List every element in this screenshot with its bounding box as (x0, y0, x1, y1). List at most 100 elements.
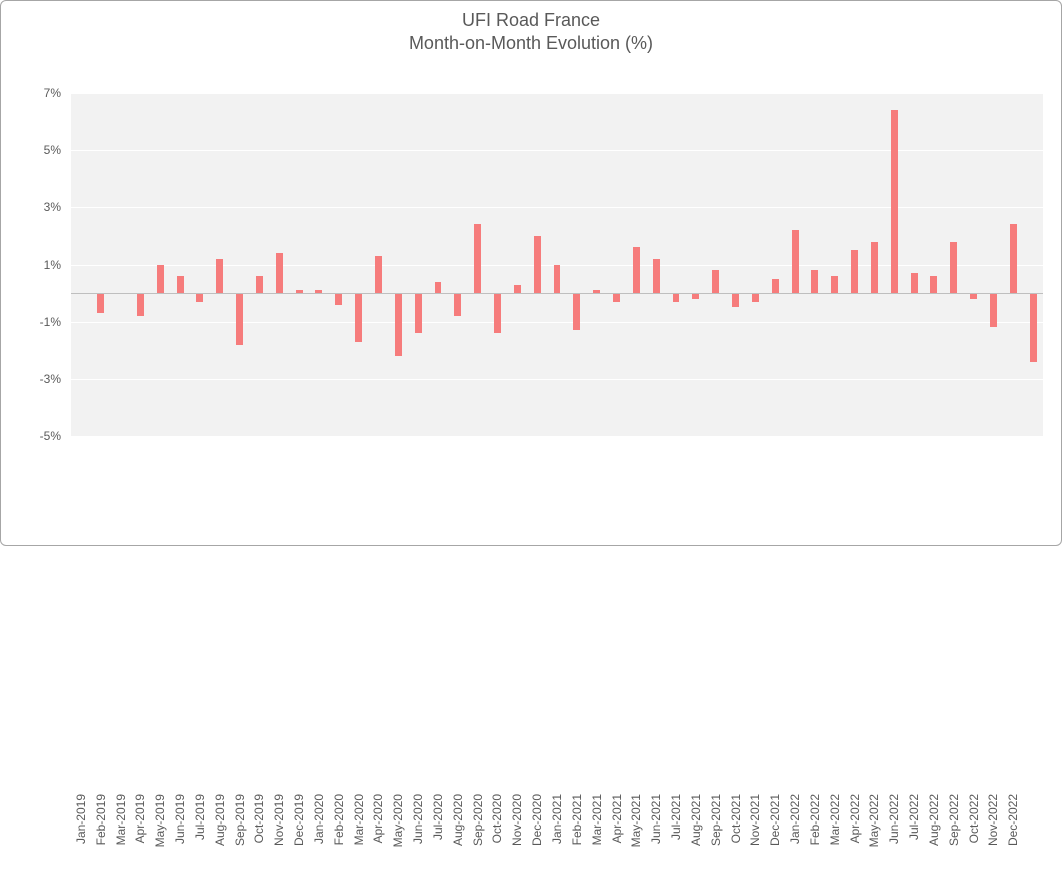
x-tick-label: Jun-2019 (173, 794, 187, 876)
x-tick-label: Oct-2020 (490, 794, 504, 876)
y-tick-label: 5% (44, 143, 71, 157)
x-tick-label: Feb-2020 (332, 794, 346, 876)
bar (772, 279, 779, 293)
x-tick-label: Aug-2020 (451, 794, 465, 876)
x-tick-label: Feb-2021 (570, 794, 584, 876)
bar (534, 236, 541, 293)
bar (732, 293, 739, 307)
y-tick-label: 7% (44, 86, 71, 100)
x-tick-label: Dec-2019 (292, 794, 306, 876)
x-tick-label: Feb-2019 (94, 794, 108, 876)
x-tick-label: Dec-2022 (1006, 794, 1020, 876)
x-tick-label: Aug-2019 (213, 794, 227, 876)
bar (811, 270, 818, 293)
x-tick-label: Jul-2021 (669, 794, 683, 876)
x-tick-label: Sep-2020 (471, 794, 485, 876)
zero-baseline (71, 293, 1043, 294)
bar (1030, 293, 1037, 362)
y-tick-label: -5% (40, 429, 71, 443)
x-tick-label: Aug-2022 (927, 794, 941, 876)
plot-area: -5%-3%-1%1%3%5%7% Jan-2019Feb-2019Mar-20… (71, 93, 1043, 436)
bar (792, 230, 799, 293)
bar (137, 293, 144, 316)
bar (950, 242, 957, 293)
bar (514, 285, 521, 294)
x-tick-label: Dec-2021 (768, 794, 782, 876)
bar (474, 224, 481, 293)
x-tick-label: Nov-2019 (272, 794, 286, 876)
x-tick-label: Apr-2022 (848, 794, 862, 876)
bar (831, 276, 838, 293)
x-tick-label: Nov-2022 (986, 794, 1000, 876)
x-tick-label: Apr-2020 (371, 794, 385, 876)
bar (752, 293, 759, 302)
y-tick-label: -3% (40, 372, 71, 386)
bar (157, 265, 164, 294)
x-tick-label: Sep-2021 (709, 794, 723, 876)
bar (236, 293, 243, 344)
bar (494, 293, 501, 333)
x-tick-label: Mar-2021 (590, 794, 604, 876)
x-tick-label: Sep-2022 (947, 794, 961, 876)
x-tick-label: May-2019 (153, 794, 167, 876)
x-tick-label: Mar-2019 (114, 794, 128, 876)
x-tick-label: Mar-2020 (352, 794, 366, 876)
x-tick-label: Nov-2021 (748, 794, 762, 876)
bar (256, 276, 263, 293)
x-tick-label: Sep-2019 (233, 794, 247, 876)
bar (930, 276, 937, 293)
bar (196, 293, 203, 302)
bar (891, 110, 898, 293)
x-tick-label: Apr-2021 (610, 794, 624, 876)
bar (177, 276, 184, 293)
bar (276, 253, 283, 293)
bar (673, 293, 680, 302)
bar (216, 259, 223, 293)
x-tick-label: Oct-2022 (967, 794, 981, 876)
x-tick-label: Jul-2020 (431, 794, 445, 876)
bar (415, 293, 422, 333)
x-tick-label: Feb-2022 (808, 794, 822, 876)
bars (71, 93, 1043, 436)
bar (435, 282, 442, 293)
bar (395, 293, 402, 356)
bar (613, 293, 620, 302)
bar (653, 259, 660, 293)
chart-frame: UFI Road France Month-on-Month Evolution… (0, 0, 1062, 546)
x-tick-label: Jan-2021 (550, 794, 564, 876)
bar (573, 293, 580, 330)
x-tick-label: Jan-2022 (788, 794, 802, 876)
x-tick-label: Jun-2021 (649, 794, 663, 876)
x-tick-label: Jan-2019 (74, 794, 88, 876)
x-tick-label: May-2022 (867, 794, 881, 876)
bar (1010, 224, 1017, 293)
bar (871, 242, 878, 293)
x-tick-label: Apr-2019 (133, 794, 147, 876)
bar (911, 273, 918, 293)
x-tick-label: Aug-2021 (689, 794, 703, 876)
x-tick-label: Jan-2020 (312, 794, 326, 876)
bar (851, 250, 858, 293)
chart-title-line-2: Month-on-Month Evolution (%) (1, 32, 1061, 55)
bar (335, 293, 342, 304)
x-tick-label: Oct-2019 (252, 794, 266, 876)
x-tick-label: Jun-2022 (887, 794, 901, 876)
x-tick-label: Jul-2022 (907, 794, 921, 876)
x-tick-label: Nov-2020 (510, 794, 524, 876)
x-tick-label: Jun-2020 (411, 794, 425, 876)
chart-title-line-1: UFI Road France (1, 9, 1061, 32)
bar (990, 293, 997, 327)
x-tick-label: May-2021 (629, 794, 643, 876)
x-tick-label: Jul-2019 (193, 794, 207, 876)
chart-title-block: UFI Road France Month-on-Month Evolution… (1, 9, 1061, 54)
y-tick-label: -1% (40, 315, 71, 329)
x-tick-label: Mar-2022 (828, 794, 842, 876)
x-tick-label: May-2020 (391, 794, 405, 876)
bar (454, 293, 461, 316)
x-tick-label: Dec-2020 (530, 794, 544, 876)
bar (633, 247, 640, 293)
y-tick-label: 1% (44, 258, 71, 272)
bar (375, 256, 382, 293)
bar (712, 270, 719, 293)
y-tick-label: 3% (44, 200, 71, 214)
